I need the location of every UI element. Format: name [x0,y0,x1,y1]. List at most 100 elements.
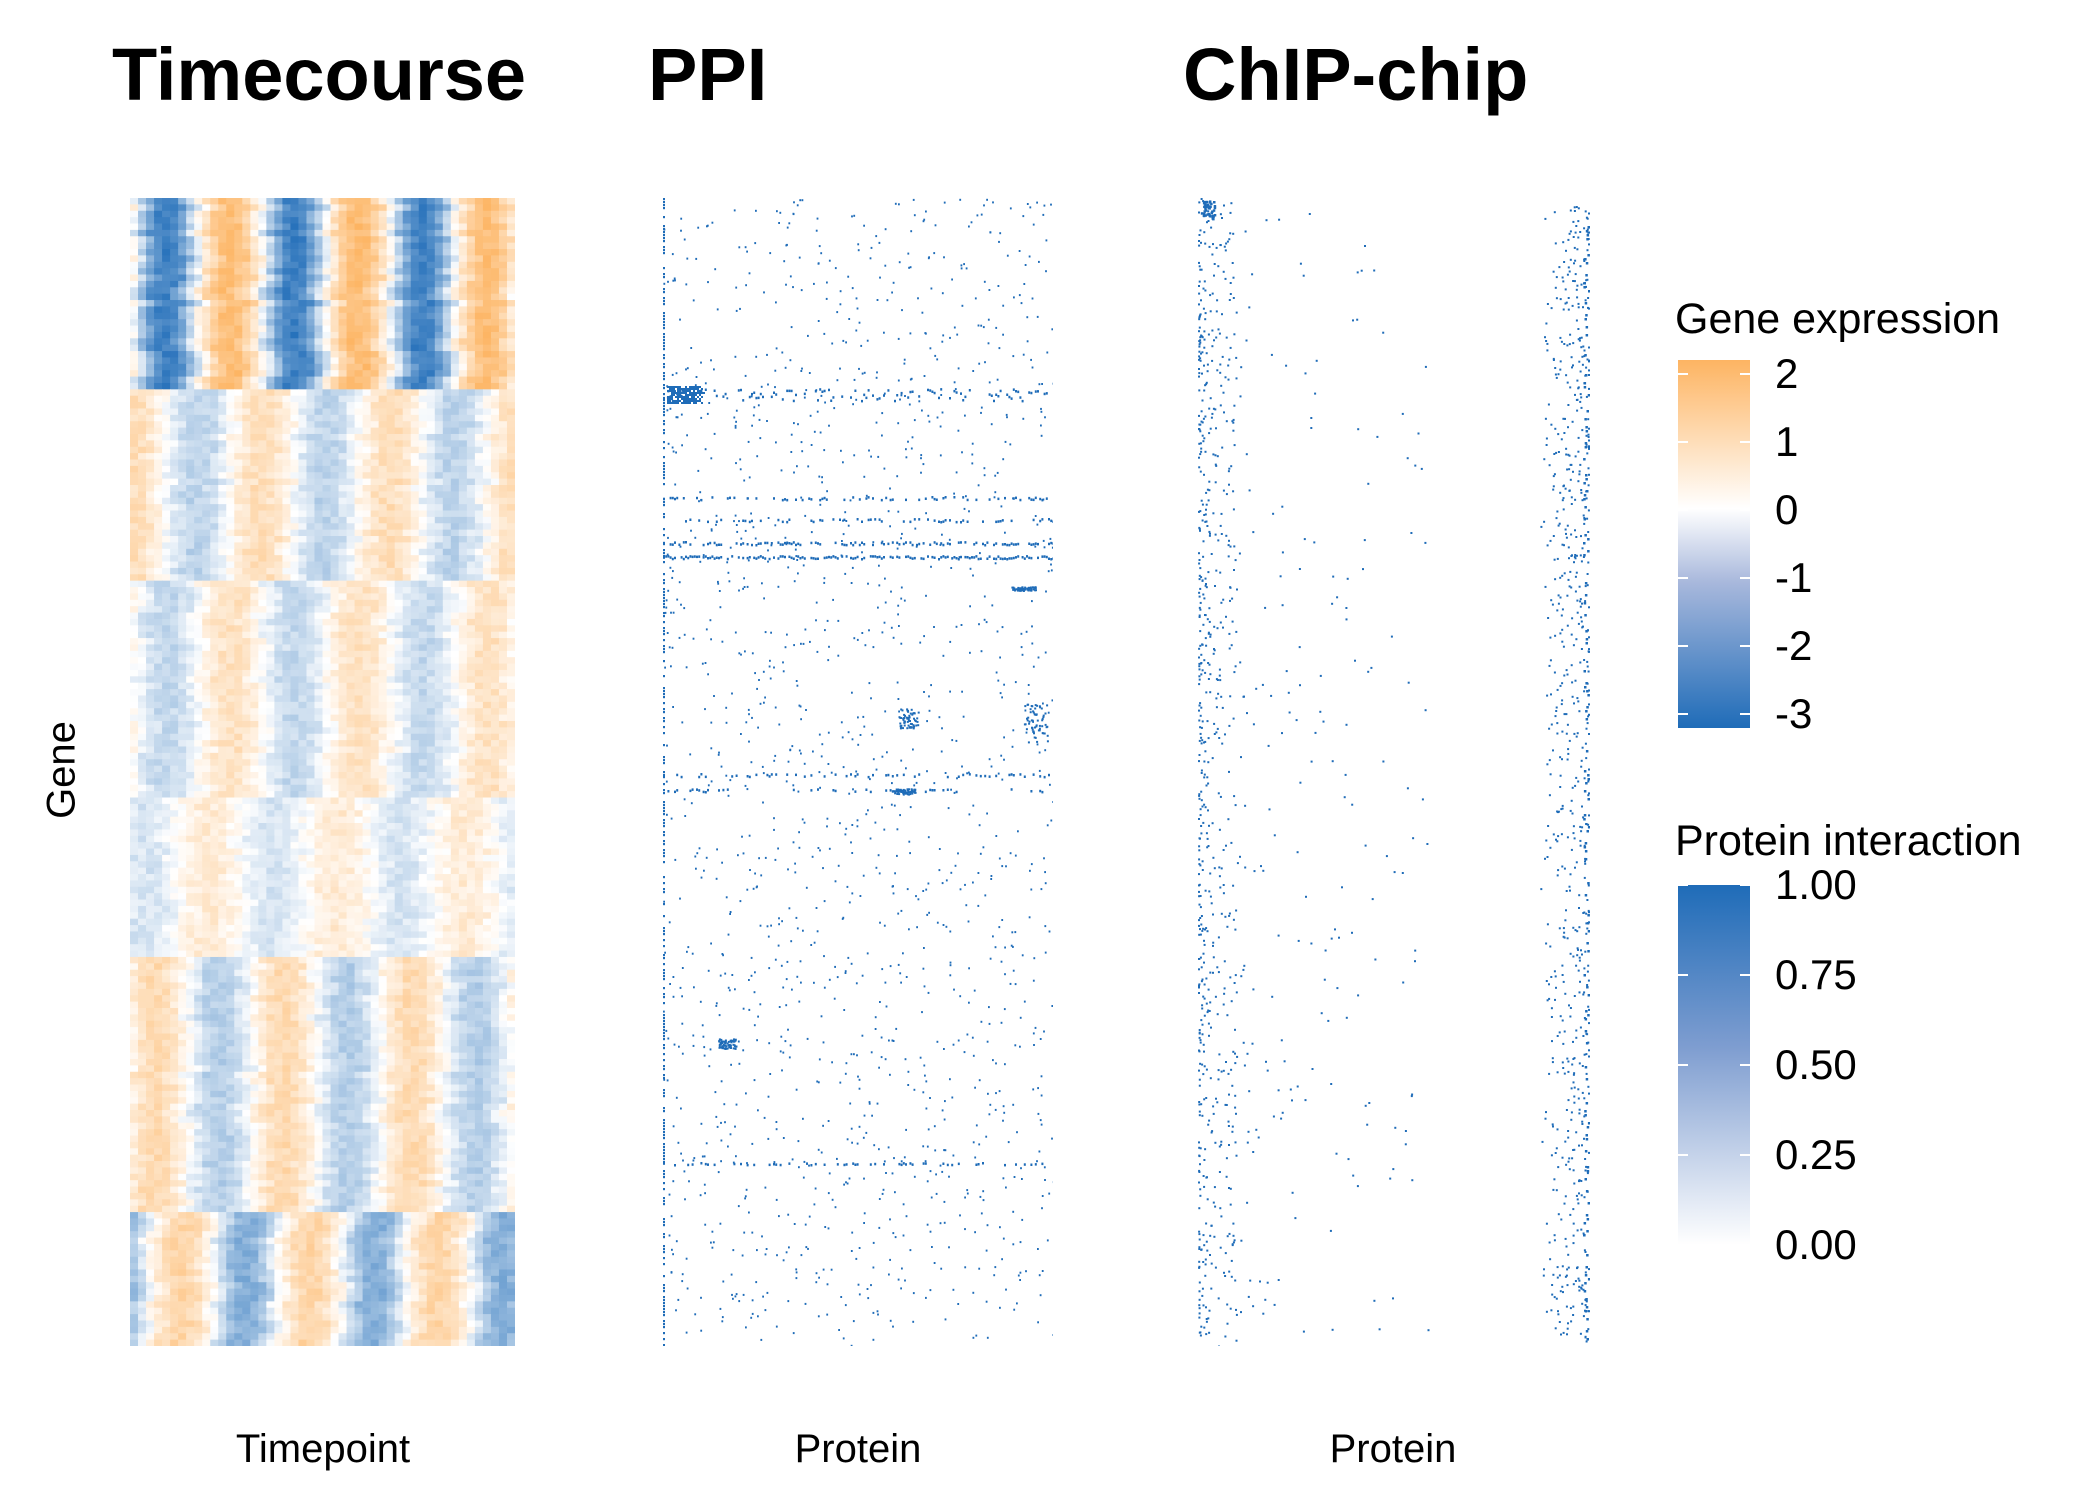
timecourse-cell [154,574,163,582]
timecourse-cell [258,720,267,728]
timecourse-cell [234,274,243,282]
timecourse-cell [186,491,195,499]
timecourse-cell [146,280,155,288]
timecourse-cell [330,408,340,416]
timecourse-cell [386,408,396,416]
timecourse-cell [442,631,452,639]
timecourse-cell [242,803,251,811]
timecourse-cell [290,433,300,441]
timecourse-cell [378,280,388,288]
timecourse-cell [442,312,452,320]
timecourse-cell [130,440,139,448]
timecourse-cell [322,663,332,671]
timecourse-cell [194,663,203,671]
timecourse-cell [322,491,332,499]
timecourse-cell [442,740,452,748]
timecourse-cell [474,580,484,588]
timecourse-cell [274,536,283,543]
timecourse-cell [410,816,420,824]
timecourse-cell [386,625,396,633]
timecourse-cell [186,510,195,518]
timecourse-cell [234,695,243,703]
timecourse-cell [426,823,436,830]
timecourse-cell [162,631,171,639]
timecourse-cell [394,446,404,454]
timecourse-cell [378,446,388,454]
timecourse-cell [386,695,396,703]
timecourse-cell [498,382,508,390]
timecourse-cell [258,542,267,550]
timecourse-cell [354,478,364,486]
timecourse-cell [442,644,452,652]
timecourse-cell [202,280,211,288]
timecourse-cell [130,433,139,441]
timecourse-cell [162,727,171,735]
timecourse-cell [410,580,420,588]
timecourse-cell [154,536,163,543]
timecourse-cell [402,261,412,269]
timecourse-cell [354,485,364,492]
timecourse-cell [322,638,332,646]
timecourse-cell [354,612,364,620]
timecourse-cell [498,242,508,250]
timecourse-cell [242,816,251,824]
timecourse-cell [218,306,227,314]
timecourse-cell [234,280,243,288]
timecourse-cell [330,746,340,754]
timecourse-cell [370,510,380,518]
timecourse-cell [394,223,404,231]
timecourse-cell [258,446,267,454]
timecourse-cell [162,580,171,588]
timecourse-cell [194,631,203,639]
timecourse-cell [186,791,195,799]
timecourse-cell [402,210,412,218]
timecourse-cell [418,727,428,735]
timecourse-cell [410,574,420,582]
timecourse-cell [378,529,388,537]
timecourse-cell [322,714,332,722]
timecourse-cell [362,478,372,486]
timecourse-cell [394,376,404,384]
timecourse-cell [314,778,324,786]
timecourse-cell [146,510,155,518]
timecourse-cell [498,446,508,454]
timecourse-cell [202,344,211,352]
timecourse-cell [338,644,348,652]
timecourse-cell [250,357,259,365]
timecourse-cell [490,797,500,805]
timecourse-cell [274,810,283,818]
timecourse-cell [330,810,340,818]
timecourse-cell [266,433,275,441]
timecourse-cell [346,529,356,537]
timecourse-cell [170,344,179,352]
timecourse-cell [410,625,420,633]
timecourse-cell [458,536,468,543]
timecourse-cell [202,351,211,359]
timecourse-cell [298,548,308,556]
timecourse-cell [202,829,211,837]
timecourse-cell [218,229,227,237]
timecourse-cell [458,542,468,550]
timecourse-cell [434,344,444,352]
timecourse-cell [394,229,404,237]
timecourse-cell [338,408,348,416]
timecourse-cell [394,236,404,244]
timecourse-cell [242,618,251,626]
timecourse-cell [186,854,195,862]
timecourse-cell [450,714,460,722]
timecourse-cell [338,389,348,397]
timecourse-cell [386,567,396,575]
timecourse-cell [170,414,179,422]
timecourse-cell [506,842,515,850]
timecourse-cell [354,606,364,614]
timecourse-cell [146,797,155,805]
timecourse-cell [314,229,324,237]
timecourse-cell [346,561,356,569]
timecourse-cell [330,446,340,454]
timecourse-cell [154,823,163,830]
timecourse-cell [450,835,460,843]
timecourse-cell [506,797,515,805]
timecourse-cell [178,759,187,767]
timecourse-cell [290,236,300,244]
timecourse-cell [418,229,428,237]
